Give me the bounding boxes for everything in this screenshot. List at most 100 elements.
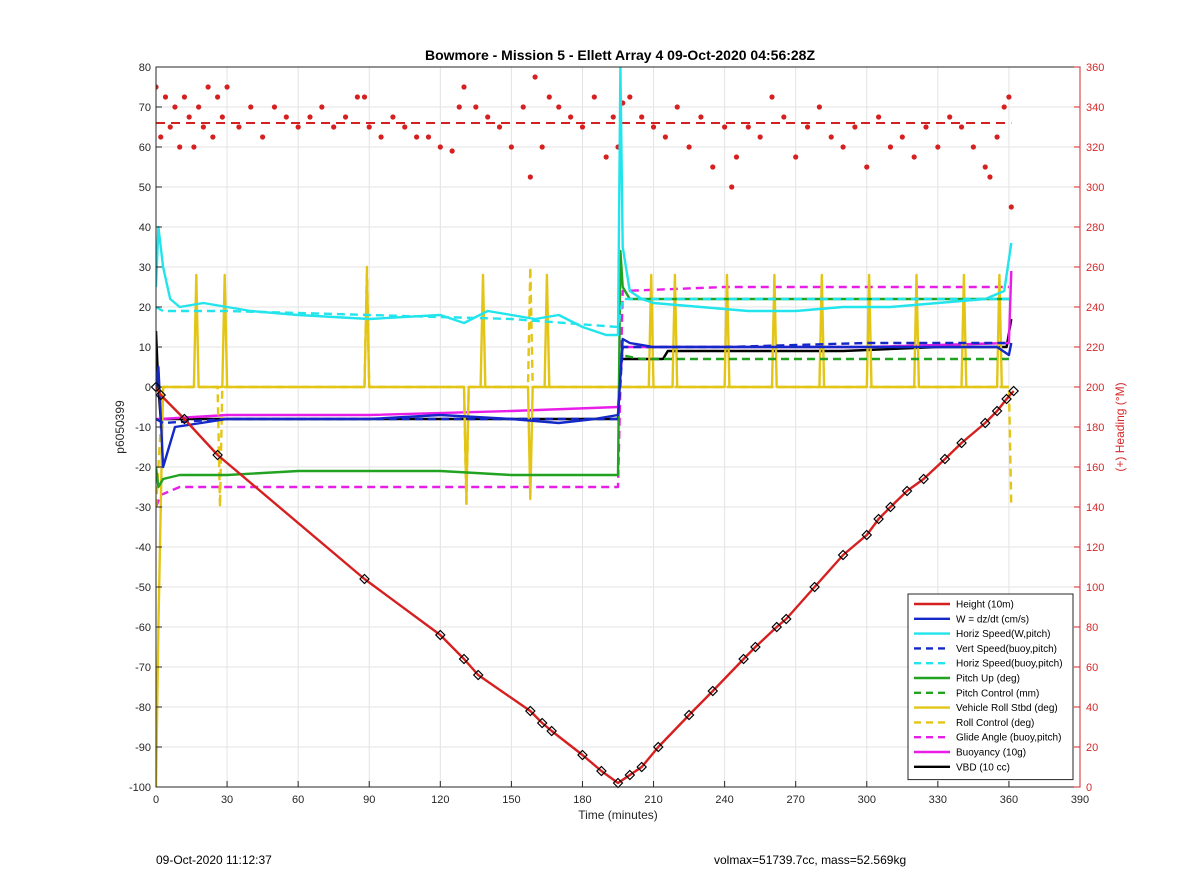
height-marker <box>991 405 1003 417</box>
x-tick-label: 150 <box>502 794 520 806</box>
x-tick-label: 90 <box>363 794 375 806</box>
heading-point <box>167 124 173 130</box>
legend-label: Height (10m) <box>956 600 1014 611</box>
heading-point <box>186 114 192 120</box>
heading-point <box>674 104 680 110</box>
heading-point <box>662 134 668 140</box>
x-tick-label: 210 <box>644 794 662 806</box>
heading-point <box>579 124 586 130</box>
heading-point <box>610 114 616 120</box>
heading-point <box>425 134 432 140</box>
height-marker <box>738 653 749 665</box>
series-layer <box>150 67 1020 789</box>
height-marker <box>707 685 719 697</box>
legend-box <box>907 593 1074 781</box>
y-tick-label: -10 <box>135 422 151 434</box>
height-marker <box>536 717 548 729</box>
height-marker <box>624 769 636 781</box>
heading-point <box>532 74 538 80</box>
y2-tick-label: 180 <box>1086 422 1104 434</box>
heading-point <box>923 124 929 130</box>
heading-point <box>769 94 775 100</box>
heading-point <box>804 124 811 130</box>
heading-point <box>710 164 716 170</box>
y-tick-label: 70 <box>139 102 151 114</box>
legend-label: Pitch Control (mm) <box>956 688 1039 699</box>
heading-point <box>210 134 216 140</box>
x-tick-label: 180 <box>573 794 591 806</box>
heading-point <box>402 124 408 130</box>
heading-point <box>970 144 976 150</box>
heading-point <box>639 114 645 120</box>
x-tick-label: 300 <box>858 794 876 806</box>
y-tick-label: -40 <box>135 542 151 554</box>
height-marker <box>212 449 223 461</box>
heading-point <box>899 134 905 140</box>
heading-point <box>1008 204 1014 210</box>
heading-point <box>816 104 822 110</box>
x-tick-label: 60 <box>292 794 304 806</box>
heading-point <box>449 148 455 154</box>
y-axis-left: -100-90-80-70-60-50-40-30-20-10010203040… <box>129 62 162 794</box>
heading-point <box>591 94 597 100</box>
x-tick-label: 30 <box>221 794 233 806</box>
heading-point <box>508 144 514 150</box>
heading-point <box>295 124 301 130</box>
heading-point <box>283 114 289 120</box>
height-marker <box>873 513 884 525</box>
heading-point <box>994 134 1000 140</box>
height-marker <box>359 573 370 585</box>
height-marker <box>472 669 484 681</box>
heading-point <box>191 144 197 150</box>
y-tick-label: -100 <box>129 782 151 794</box>
heading-point <box>539 144 545 150</box>
height-marker <box>939 453 951 465</box>
series-line-3 <box>156 341 1009 425</box>
heading-point <box>456 104 462 110</box>
legend-label: Pitch Up (deg) <box>956 674 1020 685</box>
height-marker <box>596 765 607 777</box>
heading-point <box>911 154 917 160</box>
series-line-0 <box>156 386 1015 785</box>
heading-point <box>437 144 443 150</box>
heading-point <box>757 134 763 140</box>
height-marker <box>885 501 896 513</box>
legend-label: Roll Control (deg) <box>956 718 1034 729</box>
heading-point <box>568 114 574 120</box>
y2-tick-label: 0 <box>1086 782 1092 794</box>
x-tick-label: 330 <box>929 794 947 806</box>
y2-tick-label: 140 <box>1086 502 1104 514</box>
heading-point <box>935 144 941 150</box>
heading-point <box>781 114 787 120</box>
heading-point <box>828 134 834 140</box>
y-tick-label: 30 <box>139 262 151 274</box>
height-marker <box>1001 393 1012 405</box>
y-tick-label: -60 <box>135 622 151 634</box>
height-marker <box>837 549 849 561</box>
y-tick-label: -80 <box>135 702 151 714</box>
heading-point <box>729 184 735 190</box>
heading-point <box>982 164 988 170</box>
height-marker <box>577 749 588 761</box>
footer-volmax-mass: volmax=51739.7cc, mass=52.569kg <box>714 853 907 867</box>
legend-label: W = dz/dt (cm/s) <box>956 614 1029 625</box>
heading-point <box>172 104 178 110</box>
height-marker <box>809 581 820 593</box>
heading-series <box>156 74 1014 210</box>
heading-point <box>793 154 799 160</box>
y2-tick-label: 320 <box>1086 142 1104 154</box>
height-marker <box>901 485 913 497</box>
heading-point <box>745 124 751 130</box>
heading-point <box>378 134 384 140</box>
heading-point <box>342 114 349 120</box>
legend-label: Glide Angle (buoy,pitch) <box>956 733 1061 744</box>
legend-label: Vehicle Roll Stbd (deg) <box>956 703 1058 714</box>
heading-point <box>215 94 221 100</box>
heading-point <box>852 124 858 130</box>
height-marker <box>1008 385 1020 397</box>
heading-point <box>248 104 254 110</box>
heading-point <box>473 104 479 110</box>
heading-point <box>390 114 396 120</box>
x-axis-label: Time (minutes) <box>578 808 658 822</box>
